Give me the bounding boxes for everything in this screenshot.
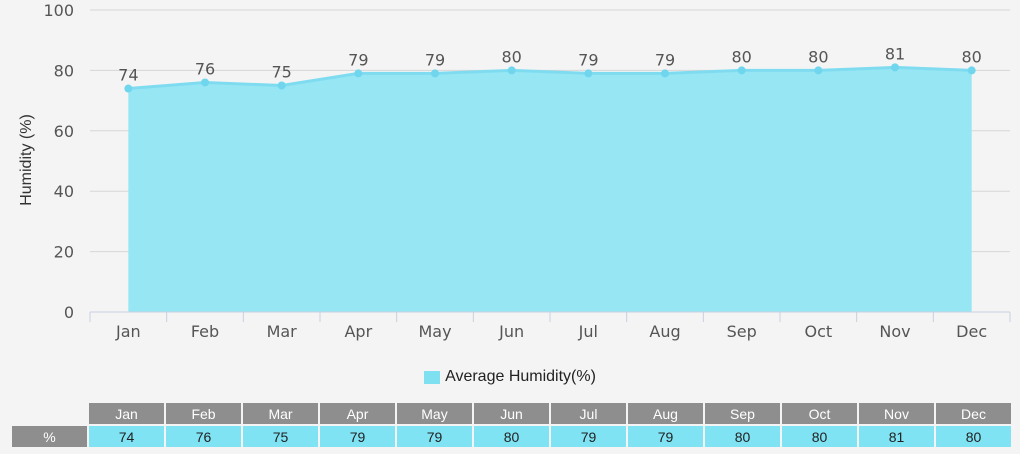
x-tick-label: Jul [578,322,598,341]
x-axis: Jan Feb Mar Apr May Jun Jul Aug Sep Oct Nov Dec [89,311,1011,341]
data-label: 79 [348,50,368,69]
area-layer [124,63,976,312]
data-table: Jan Feb Mar Apr May Jun Jul Aug Sep Oct Nov Dec % 7… [10,401,1013,449]
y-tick-label: 80 [54,61,74,80]
table-corner [12,403,87,424]
x-tick-label: Feb [191,322,219,341]
data-label: 81 [885,44,905,63]
x-tick-label: Mar [267,322,298,341]
table-value-row: % 74 76 75 79 79 80 79 79 80 80 81 80 [12,426,1011,447]
humidity-chart: 0 20 40 60 80 100 Jan Feb Mar Apr May Jun Jul Aug Sep… [18,1,1011,341]
table-header-cell: Dec [936,403,1011,424]
data-label: 74 [118,66,138,85]
data-point[interactable] [661,69,669,78]
data-point[interactable] [124,84,133,93]
area-fill [128,67,972,312]
x-tick-label: Nov [879,322,910,341]
x-tick-label: Apr [344,322,372,341]
data-point[interactable] [967,66,976,75]
data-label: 79 [655,50,675,69]
y-tick-label: 20 [54,243,74,262]
data-point[interactable] [277,81,286,90]
series-line [128,65,972,91]
table-header-cell: Jun [474,403,549,424]
data-point[interactable] [891,63,899,72]
table-value-cell: 80 [782,426,857,447]
data-label: 80 [501,47,521,66]
y-axis: 0 20 40 60 80 100 [43,1,74,322]
y-tick-label: 60 [54,122,74,141]
x-tick-label: Dec [956,322,987,341]
data-label: 79 [578,50,598,69]
table-value-cell: 74 [89,426,164,447]
table-header-cell: May [397,403,472,424]
table-header-cell: Nov [859,403,934,424]
table-header-row: Jan Feb Mar Apr May Jun Jul Aug Sep Oct Nov Dec [12,403,1011,424]
x-tick-label: Aug [649,322,680,341]
y-axis-title: Humidity (%) [18,114,35,206]
table-value-cell: 80 [474,426,549,447]
x-tick-label: May [418,322,451,341]
y-tick-label: 100 [43,1,74,20]
data-labels: 74 76 75 79 79 80 79 79 80 80 81 80 [118,44,982,84]
legend-label: Average Humidity(%) [445,368,596,385]
table-value-cell: 80 [705,426,780,447]
data-point[interactable] [737,66,746,75]
table-header-cell: Mar [243,403,318,424]
table-row-label: % [12,426,87,447]
table-value-cell: 79 [628,426,703,447]
data-label: 80 [808,47,828,66]
table-header-cell: Aug [628,403,703,424]
table-header-cell: Sep [705,403,780,424]
table-header-cell: Oct [782,403,857,424]
data-point[interactable] [814,66,823,75]
table-value-cell: 80 [936,426,1011,447]
data-point[interactable] [201,78,209,87]
data-label: 75 [271,63,291,82]
data-point[interactable] [584,69,593,78]
x-tick-label: Jun [498,322,524,341]
table-value-cell: 75 [243,426,318,447]
table-value-cell: 81 [859,426,934,447]
table-header-cell: Feb [166,403,241,424]
table-value-cell: 79 [320,426,395,447]
table-header-cell: Apr [320,403,395,424]
data-label: 80 [731,47,751,66]
table-header-cell: Jan [89,403,164,424]
table-value-cell: 79 [551,426,626,447]
data-label: 80 [961,47,981,66]
table-value-cell: 76 [166,426,241,447]
y-tick-label: 40 [54,182,74,201]
table-header-cell: Jul [551,403,626,424]
legend-swatch [424,370,441,384]
data-point[interactable] [507,66,516,75]
data-label: 76 [195,59,215,78]
x-tick-label: Oct [804,322,832,341]
x-tick-label: Sep [727,322,757,341]
data-label: 79 [425,50,445,69]
table-value-cell: 79 [397,426,472,447]
x-tick-label: Jan [115,322,141,341]
data-point[interactable] [354,69,363,78]
legend[interactable]: Average Humidity(%) [0,368,1020,386]
data-point[interactable] [431,69,439,78]
y-tick-label: 0 [64,303,74,322]
